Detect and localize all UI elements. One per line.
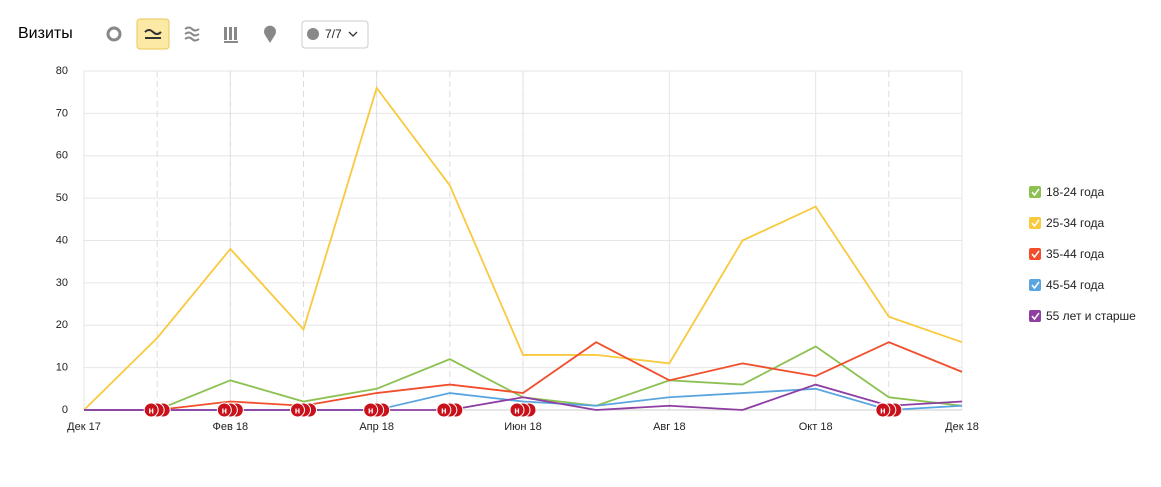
y-tick-label: 60 — [56, 150, 68, 162]
legend-label: 18-24 года — [1046, 185, 1105, 199]
annotation-marker — [216, 402, 232, 418]
area-icon[interactable] — [184, 26, 200, 42]
y-tick-label: 30 — [56, 277, 68, 289]
annotation-label: н — [148, 405, 153, 415]
legend-label: 45-54 года — [1046, 278, 1105, 292]
series-selector[interactable] — [301, 20, 369, 49]
annotation-label: н — [880, 405, 885, 415]
line-icon — [144, 29, 162, 39]
y-tick-label: 10 — [56, 362, 68, 374]
legend-checkbox — [1029, 310, 1041, 322]
series-line — [84, 341, 963, 411]
line-button[interactable] — [136, 18, 170, 50]
legend-checkbox — [1029, 186, 1041, 198]
bar-icon[interactable] — [224, 27, 238, 43]
x-tick-label: Окт 18 — [799, 421, 833, 433]
legend-check — [1031, 250, 1040, 259]
y-tick-label: 40 — [56, 234, 68, 246]
x-tick-label: Дек 18 — [945, 421, 979, 433]
map-icon[interactable] — [264, 25, 276, 43]
legend-checkbox — [1029, 279, 1041, 291]
legend-checkbox — [1029, 217, 1041, 229]
legend-check — [1031, 312, 1040, 321]
annotation-label: н — [514, 405, 519, 415]
x-tick-label: Июн 18 — [504, 421, 542, 433]
annotation-marker — [436, 402, 452, 418]
chevron — [348, 31, 358, 37]
annotation-label: н — [295, 405, 300, 415]
comment-icon — [307, 28, 319, 40]
annotation-label: н — [441, 405, 446, 415]
legend-check — [1031, 219, 1040, 228]
x-tick-label: Апр 18 — [359, 421, 394, 433]
legend-label: 35-44 года — [1046, 247, 1105, 261]
x-tick-label: Фев 18 — [213, 421, 249, 433]
annotation-marker — [143, 402, 159, 418]
annotation-marker — [509, 402, 525, 418]
annotation-label: н — [222, 405, 227, 415]
y-tick-label: 80 — [56, 65, 68, 77]
legend-check — [1031, 188, 1040, 197]
chart-title: Визиты — [18, 25, 73, 42]
x-tick-label: Дек 17 — [67, 421, 101, 433]
series-selector-label: 7/7 — [325, 27, 342, 41]
pie-icon[interactable] — [106, 26, 122, 42]
y-tick-label: 0 — [62, 404, 68, 416]
legend-checkbox — [1029, 248, 1041, 260]
legend-label: 25-34 года — [1046, 216, 1105, 230]
annotation-marker — [363, 402, 379, 418]
legend-label: 55 лет и старше — [1046, 309, 1136, 323]
y-tick-label: 70 — [56, 107, 68, 119]
annotation-marker — [875, 402, 891, 418]
legend-check — [1031, 281, 1040, 290]
toolbar: 7/7 — [106, 18, 369, 50]
series-line — [83, 85, 963, 411]
y-tick-label: 50 — [56, 192, 68, 204]
x-tick-label: Авг 18 — [653, 421, 685, 433]
annotation-label: н — [368, 405, 373, 415]
annotation-marker — [290, 402, 305, 418]
y-tick-label: 20 — [56, 319, 68, 331]
